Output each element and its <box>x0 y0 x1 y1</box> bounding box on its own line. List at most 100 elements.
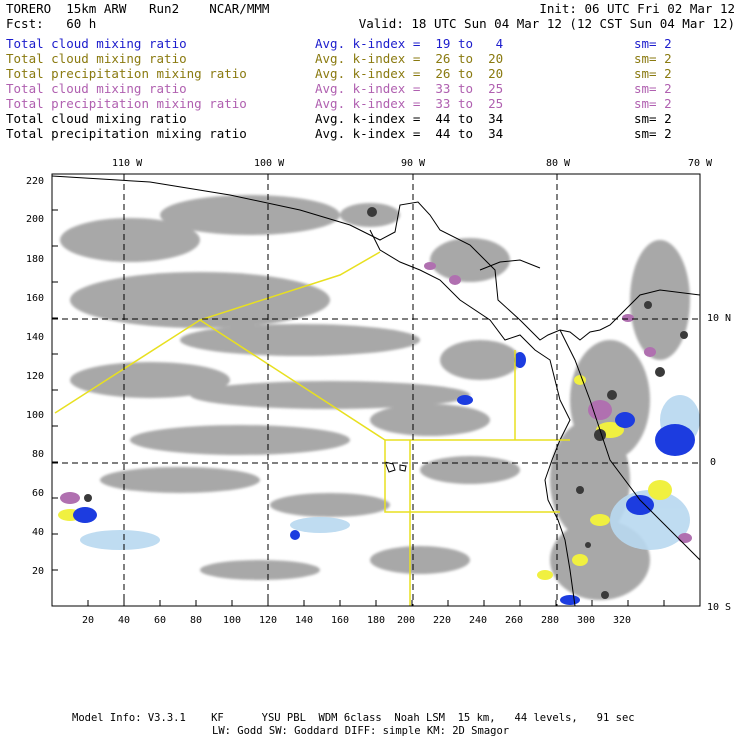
tick-marks <box>52 209 665 606</box>
blue-patch <box>457 395 473 405</box>
track-line <box>199 319 560 513</box>
x-tick-label: 20 <box>82 615 95 626</box>
legend-sm: sm= 2 <box>634 126 672 141</box>
blue-patch <box>290 530 300 540</box>
convective-core <box>607 390 617 400</box>
init-time: Init: 06 UTC Fri 02 Mar 12 <box>539 1 735 16</box>
cloud-patch <box>130 425 350 455</box>
x-tick-label: 320 <box>613 615 632 626</box>
blue-patch <box>655 424 695 456</box>
legend-field: Total cloud mixing ratio <box>6 111 187 126</box>
lat-label: 10 N <box>707 313 732 324</box>
cloud-patch <box>70 362 230 398</box>
convective-core <box>680 331 688 339</box>
legend-field: Total precipitation mixing ratio <box>6 96 247 111</box>
legend-sm: sm= 2 <box>634 81 672 96</box>
border <box>559 329 700 561</box>
galapagos <box>384 461 407 473</box>
y-tick-label: 80 <box>32 449 45 460</box>
yellow-patch <box>537 570 553 580</box>
coastline <box>52 175 700 606</box>
convective-core <box>655 367 665 377</box>
track-box <box>385 350 570 441</box>
y-tick-label: 160 <box>26 293 45 304</box>
model-info: Model Info: V3.3.1 KF YSU PBL WDM 6class… <box>72 712 635 724</box>
convective-core <box>585 542 591 548</box>
cloud-patch <box>180 324 420 356</box>
cloud-field <box>52 174 700 606</box>
y-tick-label: 20 <box>32 566 45 577</box>
legend-field: Total precipitation mixing ratio <box>6 126 247 141</box>
blue-patch <box>560 595 580 605</box>
cloud-patch <box>60 218 200 262</box>
legend-kindex: Avg. k-index = 26 to 20 <box>315 66 504 81</box>
cloud-patch <box>630 240 690 360</box>
x-tick-label: 280 <box>541 615 560 626</box>
lon-label: 110 W <box>112 158 143 169</box>
lon-label: 80 W <box>546 158 571 169</box>
physics-info: LW: Godd SW: Goddard DIFF: simple KM: 2D… <box>212 725 510 737</box>
x-tick-label: 180 <box>367 615 386 626</box>
purple-patch <box>622 314 634 322</box>
map-title: TORERO 15km ARW Run2 NCAR/MMM <box>6 1 270 16</box>
x-tick-label: 300 <box>577 615 596 626</box>
legend-kindex: Avg. k-index = 19 to 4 <box>315 36 504 51</box>
track-line <box>54 251 381 414</box>
lon-label: 70 W <box>688 158 713 169</box>
cloud-patch <box>370 404 490 436</box>
legend-field: Total cloud mixing ratio <box>6 81 187 96</box>
legend-sm: sm= 2 <box>634 111 672 126</box>
legend-field: Total cloud mixing ratio <box>6 36 187 51</box>
y-tick-label: 180 <box>26 254 45 265</box>
yellow-patch <box>648 480 672 500</box>
purple-patch <box>644 347 656 357</box>
x-tick-label: 60 <box>154 615 167 626</box>
x-tick-label: 80 <box>190 615 203 626</box>
lat-label: 10 S <box>707 602 732 613</box>
yellow-patch <box>572 554 588 566</box>
coast-south <box>369 229 576 606</box>
x-tick-label: 240 <box>469 615 488 626</box>
x-tick-label: 40 <box>118 615 131 626</box>
convective-core <box>84 494 92 502</box>
y-tick-label: 40 <box>32 527 45 538</box>
y-tick-label: 60 <box>32 488 45 499</box>
convective-core <box>601 591 609 599</box>
x-tick-label: 260 <box>505 615 524 626</box>
purple-patch <box>424 262 436 270</box>
legend-field: Total precipitation mixing ratio <box>6 66 247 81</box>
legend-kindex: Avg. k-index = 33 to 25 <box>315 81 504 96</box>
blue-patch <box>73 507 97 523</box>
cloud-patch <box>100 467 260 493</box>
purple-patch <box>60 492 80 504</box>
valid-time: Valid: 18 UTC Sun 04 Mar 12 (12 CST Sun … <box>358 16 735 31</box>
blue-patch <box>615 412 635 428</box>
cloud-patch <box>430 238 510 282</box>
purple-patch <box>678 533 692 543</box>
cloud-patch <box>420 456 520 484</box>
y-tick-label: 100 <box>26 410 45 421</box>
y-tick-label: 200 <box>26 214 45 225</box>
cloud-patch <box>200 560 320 580</box>
convective-core <box>367 207 377 217</box>
x-tick-label: 100 <box>223 615 242 626</box>
x-tick-label: 140 <box>295 615 314 626</box>
cloud-patch <box>190 381 470 409</box>
legend-sm: sm= 2 <box>634 96 672 111</box>
cloud-patch <box>440 340 520 380</box>
lon-label: 90 W <box>401 158 426 169</box>
lat-lon-grid <box>52 174 700 606</box>
forecast-hour: Fcst: 60 h <box>6 16 97 31</box>
cloud-patch <box>570 340 650 460</box>
x-tick-label: 220 <box>433 615 452 626</box>
y-tick-label: 120 <box>26 371 45 382</box>
purple-patch <box>449 275 461 285</box>
legend-sm: sm= 2 <box>634 51 672 66</box>
convective-core <box>644 301 652 309</box>
legend-kindex: Avg. k-index = 33 to 25 <box>315 96 504 111</box>
legend-kindex: Avg. k-index = 26 to 20 <box>315 51 504 66</box>
coast-island <box>479 259 541 271</box>
cloud-patch <box>70 272 330 328</box>
coast-north <box>52 175 700 341</box>
